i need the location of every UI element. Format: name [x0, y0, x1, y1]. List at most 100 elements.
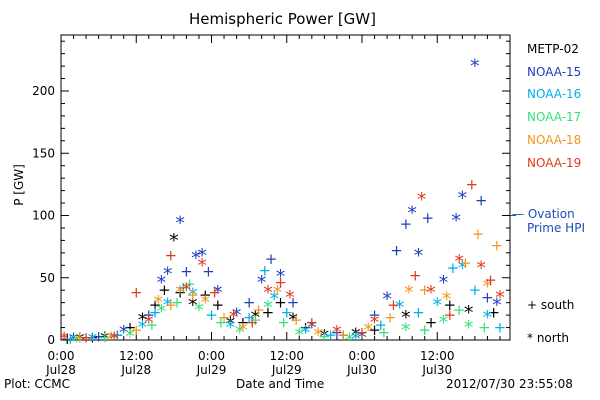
data-point-metp-02: * — [288, 310, 298, 332]
data-point-noaa-17: * — [345, 330, 355, 352]
data-point-metp-02: + — [337, 326, 350, 344]
data-point-metp-02: + — [274, 294, 287, 312]
data-point-noaa-15: + — [422, 209, 435, 227]
data-point-noaa-19: * — [263, 282, 273, 304]
plot-frame — [60, 34, 511, 341]
data-point-noaa-18: + — [252, 301, 265, 319]
data-point-noaa-18: * — [364, 320, 374, 342]
data-point-noaa-18: + — [459, 254, 472, 272]
data-point-metp-02: + — [262, 304, 275, 322]
data-point-noaa-17: + — [99, 329, 112, 347]
data-point-noaa-19: * — [476, 257, 486, 279]
data-point-metp-02: + — [368, 321, 381, 339]
data-point-noaa-15: * — [163, 264, 173, 286]
data-point-noaa-15: * — [439, 272, 449, 294]
north-marker-key: * north — [527, 331, 570, 345]
data-point-metp-02: * — [251, 307, 261, 329]
data-point-noaa-16: * — [138, 317, 148, 339]
data-point-noaa-17: + — [146, 316, 159, 334]
data-point-noaa-15: + — [287, 294, 300, 312]
data-point-noaa-17: * — [401, 320, 411, 342]
x-tick-label-date: Jul28 — [45, 363, 76, 377]
data-point-noaa-16: * — [269, 288, 279, 310]
x-tick-label-date: Jul28 — [120, 363, 151, 377]
data-point-noaa-18: + — [491, 236, 504, 254]
x-tick-label-date: Jul30 — [346, 363, 377, 377]
data-point-noaa-16: * — [351, 328, 361, 350]
data-point-noaa-15: * — [257, 272, 267, 294]
x-tick-label-time: 12:00 — [119, 349, 154, 363]
data-point-metp-02: + — [425, 314, 438, 332]
legend-item-metp-02: METP-02 — [527, 42, 579, 56]
data-point-noaa-19: + — [465, 175, 478, 193]
data-point-noaa-19: + — [80, 329, 93, 347]
data-point-noaa-16: + — [375, 316, 388, 334]
data-point-metp-02: + — [124, 319, 137, 337]
data-point-noaa-18: * — [175, 282, 185, 304]
data-point-noaa-17: * — [464, 317, 474, 339]
data-point-noaa-15: * — [470, 56, 480, 78]
data-point-noaa-16: + — [177, 279, 190, 297]
data-point-noaa-15: + — [475, 192, 488, 210]
data-point-metp-02: * — [401, 307, 411, 329]
data-point-noaa-15: * — [414, 245, 424, 267]
data-point-noaa-19: + — [246, 314, 259, 332]
data-point-noaa-19: + — [130, 284, 143, 302]
data-point-noaa-19: * — [59, 328, 69, 350]
y-tick-label: 200 — [32, 84, 55, 98]
data-point-noaa-15: * — [458, 188, 468, 210]
data-point-noaa-15: + — [368, 306, 381, 324]
data-point-noaa-18: + — [164, 296, 177, 314]
data-point-noaa-19: + — [409, 266, 422, 284]
ovation-label-line1: — Ovation — [512, 207, 575, 221]
data-point-noaa-16: * — [301, 322, 311, 344]
data-point-metp-02: * — [169, 230, 179, 252]
data-point-metp-02: * — [351, 325, 361, 347]
legend: METP-02 NOAA-15 NOAA-16 NOAA-17 NOAA-18 … — [527, 38, 581, 174]
data-point-noaa-16: + — [447, 259, 460, 277]
data-point-noaa-15: + — [143, 306, 156, 324]
data-point-noaa-15: + — [331, 324, 344, 342]
data-point-noaa-19: * — [182, 280, 192, 302]
data-point-noaa-18: + — [186, 286, 199, 304]
data-point-noaa-16: * — [88, 330, 98, 352]
legend-item-noaa-17: NOAA-17 — [527, 110, 582, 125]
data-point-noaa-15: * — [175, 212, 185, 234]
data-point-noaa-15: * — [69, 330, 79, 352]
data-point-noaa-19: * — [229, 307, 239, 329]
data-point-noaa-15: * — [407, 203, 417, 225]
data-point-metp-02: + — [174, 284, 187, 302]
data-point-metp-02: * — [75, 330, 85, 352]
data-point-noaa-16: + — [412, 304, 425, 322]
data-point-noaa-19: + — [387, 296, 400, 314]
data-point-noaa-16: + — [149, 304, 162, 322]
data-point-noaa-15: + — [202, 263, 215, 281]
data-point-noaa-18: + — [472, 225, 485, 243]
data-point-noaa-16: + — [259, 261, 272, 279]
data-point-noaa-17: + — [453, 301, 466, 319]
data-point-noaa-15: * — [232, 305, 242, 327]
data-point-metp-02: + — [199, 286, 212, 304]
data-point-noaa-19: * — [370, 312, 380, 334]
data-point-noaa-19: + — [208, 284, 221, 302]
data-point-noaa-16: * — [226, 317, 236, 339]
data-point-noaa-15: + — [265, 250, 278, 268]
data-point-metp-02: + — [237, 314, 250, 332]
data-point-noaa-18: * — [153, 292, 163, 314]
data-point-noaa-16: + — [280, 304, 293, 322]
data-point-noaa-17: + — [183, 275, 196, 293]
data-point-noaa-19: + — [274, 274, 287, 292]
data-point-noaa-15: * — [276, 266, 286, 288]
data-point-noaa-17: + — [478, 319, 491, 337]
data-point-noaa-19: * — [417, 189, 427, 211]
x-tick-label-time: 0:00 — [48, 349, 75, 363]
south-marker-key: + south — [527, 298, 575, 312]
data-point-noaa-18: + — [130, 321, 143, 339]
data-point-noaa-15: + — [390, 241, 403, 259]
data-point-noaa-18: * — [313, 325, 323, 347]
legend-item-noaa-18: NOAA-18 — [527, 132, 582, 147]
data-point-metp-02: + — [149, 296, 162, 314]
data-point-noaa-15: + — [400, 215, 413, 233]
data-point-metp-02: + — [61, 330, 74, 348]
data-point-noaa-19: * — [495, 287, 505, 309]
